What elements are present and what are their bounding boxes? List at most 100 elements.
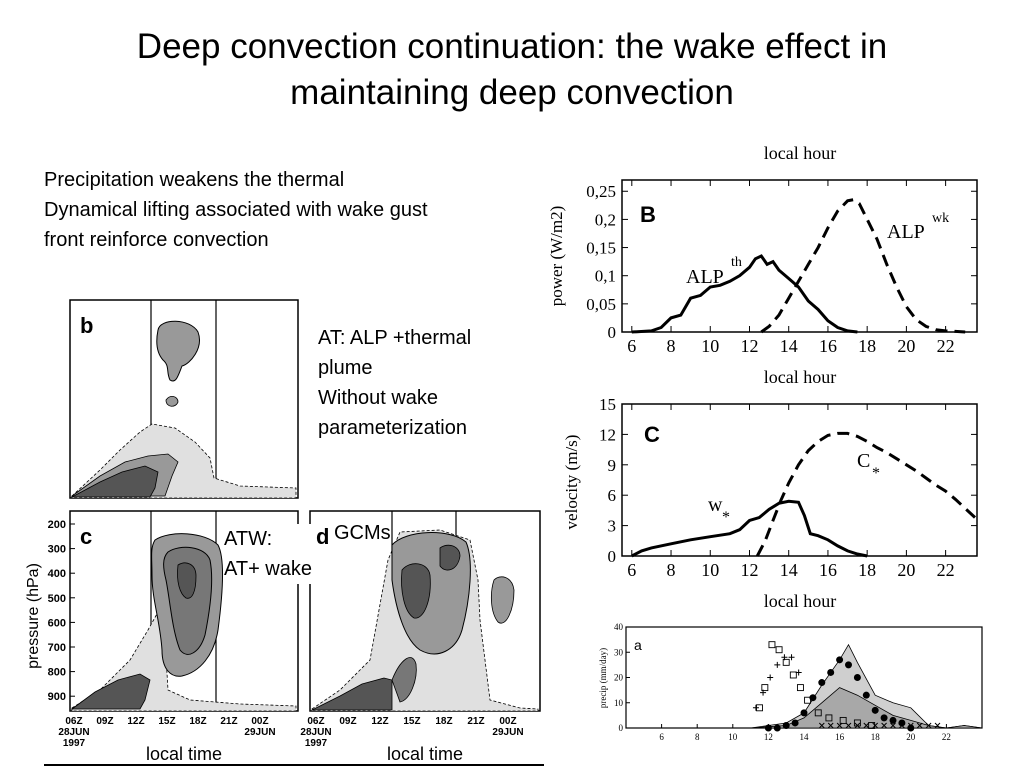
atw-note-line-1: ATW:	[224, 528, 273, 550]
at-note-line-1: AT: ALP +thermal	[318, 327, 472, 349]
panel-a-xtick-label: 20	[906, 732, 916, 742]
panel-a-xtick-label: 18	[871, 732, 881, 742]
panel-B-power-ytick-label: 0,15	[586, 239, 616, 258]
panel-a-marker-x	[899, 722, 905, 729]
panel-B-series-0-label: ALP	[686, 266, 724, 288]
slide-title-line-2: maintaining deep convection	[290, 73, 734, 112]
panel-d-cloud-core-2	[439, 544, 461, 571]
panel-a-marker-x	[916, 722, 923, 729]
panel-a-marker-x	[872, 722, 879, 729]
panel-a-ytick-label: 30	[614, 647, 624, 657]
panel-c-ytick-label: 300	[48, 544, 66, 556]
panel-a-marker-circle	[871, 706, 879, 714]
panel-c-ytick-label: 500	[48, 593, 66, 605]
panel-a-marker-plus	[767, 674, 774, 681]
panel-a-marker-circle	[773, 724, 781, 732]
panel-C-series-1-label: C	[857, 450, 870, 472]
panel-C-velocity-xtick-label: 18	[858, 560, 876, 580]
panel-d-xticks: 06Z 09Z 12Z 15Z 18Z 21Z 00Z	[307, 716, 516, 727]
panel-c-date-start-line-1: 28JUN	[58, 727, 89, 738]
panel-B-label: B	[640, 202, 656, 227]
panel-C-series-0-label: w	[708, 494, 723, 516]
panel-a-marker-circle	[862, 691, 870, 699]
panel-c-dark-region	[70, 673, 151, 710]
panel-a-ylabel: precip (mm/day)	[598, 648, 608, 708]
panel-c-date-start-line-2: 1997	[63, 738, 86, 749]
panel-d-xtick-label: 18Z	[435, 716, 452, 727]
at-note: AT: ALP +thermal plume Without wake para…	[318, 323, 471, 443]
panel-C-velocity-xtick-label: 8	[667, 560, 676, 580]
bullet-3: front reinforce convection	[44, 229, 269, 251]
panel-a-marker-circle	[845, 661, 852, 669]
panel-a-marker-circle	[818, 679, 826, 687]
panel-d-cloud-core-1	[401, 563, 431, 619]
panel-a-xtick-label: 14	[800, 732, 810, 742]
panel-d-dark-region	[311, 677, 393, 711]
panel-a-marker-square	[761, 684, 769, 692]
panel-d-xtick-label: 15Z	[403, 716, 420, 727]
panel-d-xlabel: local time	[387, 744, 463, 764]
panel-a-ytick-label: 10	[614, 698, 624, 708]
at-note-line-3: Without wake	[318, 387, 439, 409]
panel-a-marker-square	[814, 709, 822, 717]
panel-d-date-start-line-1: 28JUN	[300, 727, 331, 738]
panel-d-low-cloud	[391, 657, 417, 703]
panel-a-xtick-label: 16	[835, 732, 845, 742]
panel-a-marker-x	[863, 722, 870, 729]
panel-C-xlabel: local hour	[764, 591, 836, 611]
panel-C-label: C	[644, 422, 660, 447]
panel-d-xtick-label: 09Z	[339, 716, 356, 727]
panel-a-marker-circle	[809, 694, 817, 702]
panel-a-marker-x	[925, 722, 932, 729]
panel-B-power-xtick-label: 12	[740, 336, 758, 356]
panel-B-xlabel: local hour	[764, 367, 836, 387]
panel-B-power-ytick-label: 0,1	[595, 267, 616, 286]
panel-a-marker-plus	[774, 661, 781, 668]
panel-C-velocity-xtick-label: 6	[627, 560, 636, 580]
slide-title-line-1: Deep convection continuation: the wake e…	[136, 27, 888, 66]
panel-c-xlabel: local time	[146, 744, 222, 764]
panel-a-marker-circle	[836, 656, 844, 664]
bullet-2: Dynamical lifting associated with wake g…	[44, 199, 428, 221]
panel-d-xtick-label: 12Z	[371, 716, 388, 727]
panel-c-xtick-label: 21Z	[220, 716, 237, 727]
gcms-note: GCMs	[334, 522, 391, 544]
panel-C-series-1-label-sub: *	[872, 465, 880, 482]
panel-C-velocity-ytick-label: 3	[608, 517, 617, 536]
panel-a-marker-plus	[760, 689, 767, 696]
panel-a-marker-square	[782, 658, 790, 666]
panel-a-marker-square	[839, 716, 847, 724]
panel-b-small-cloud	[165, 396, 179, 407]
panel-B-series-0-label-sup: th	[731, 255, 742, 270]
panel-B-power-frame	[621, 179, 978, 333]
panel-a-marker-square	[825, 714, 833, 722]
at-note-line-4: parameterization	[318, 417, 467, 439]
panel-a-marker-x	[881, 722, 887, 729]
panel-c-xtick-label: 12Z	[127, 716, 144, 727]
panel-a-marker-circle	[907, 724, 915, 732]
panel-c-xtick-label: 00Z	[251, 716, 268, 727]
panel-a-xtick-label: 10	[728, 732, 738, 742]
panel-B-power-ytick-label: 0,05	[586, 295, 616, 314]
panel-C-velocity-ytick-label: 6	[608, 486, 617, 505]
panel-B-power-ytick-label: 0	[608, 323, 617, 342]
slide-title: Deep convection continuation: the wake e…	[40, 24, 984, 116]
panel-a-marker-x	[836, 722, 843, 729]
panel-a-marker-x	[854, 722, 861, 729]
panel-c-ytick-label: 900	[48, 691, 66, 703]
panel-c-cloud-core	[177, 562, 197, 599]
panel-c-date-end: 29JUN	[244, 727, 275, 738]
panel-a-marker-square	[789, 671, 797, 679]
panel-c-ytick-label: 200	[48, 519, 66, 531]
panel-B-power-xtick-label: 22	[937, 336, 955, 356]
panel-a-marker-square	[768, 641, 776, 649]
panel-a-marker-circle	[889, 716, 897, 724]
panel-a-marker-plus	[781, 654, 788, 661]
atw-note-line-2: AT+ wake	[224, 558, 312, 580]
panel-a-marker-x	[845, 722, 852, 729]
panel-b-upper-cloud	[156, 320, 200, 382]
panel-c-xtick-label: 06Z	[65, 716, 82, 727]
panel-C-velocity-xtick-label: 10	[701, 560, 719, 580]
